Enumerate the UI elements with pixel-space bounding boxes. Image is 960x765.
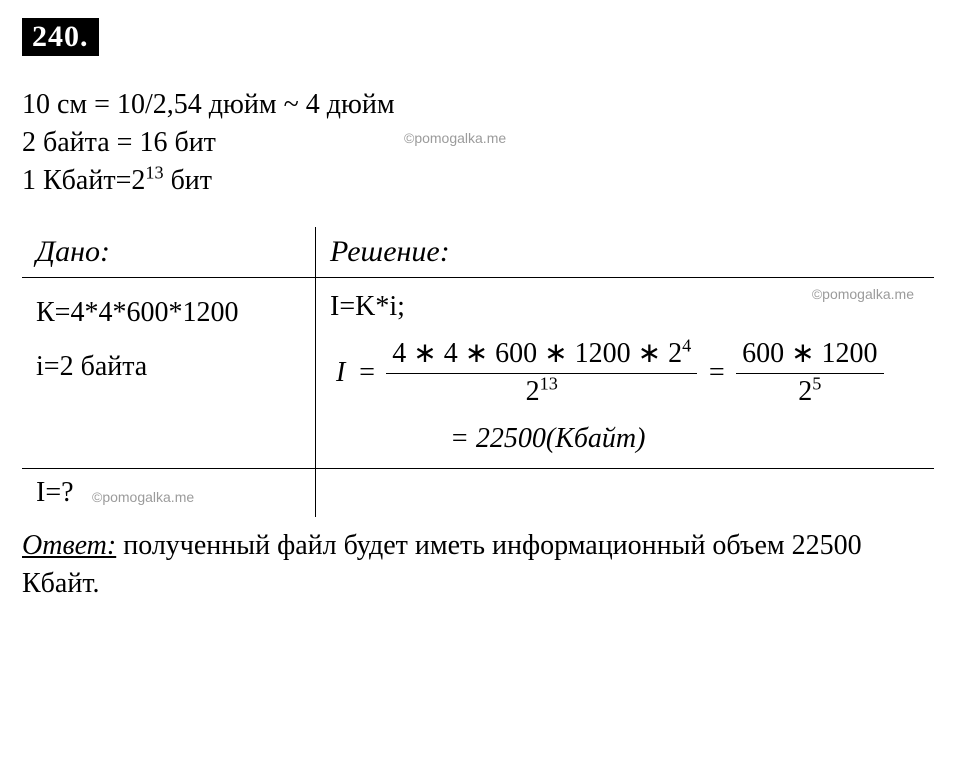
eq-equals-1: = <box>357 352 376 394</box>
solution-table: Дано: Решение: К=4*4*600*1200 i=2 байта … <box>22 227 934 516</box>
preface-line-3-sup: 13 <box>145 162 163 182</box>
table-find-row: I=? ©pomogalka.me <box>22 468 934 517</box>
given-i: i=2 байта <box>36 340 301 393</box>
fraction-1: 4 ∗ 4 ∗ 600 ∗ 1200 ∗ 24 213 <box>386 338 697 407</box>
table-body-row: К=4*4*600*1200 i=2 байта I=K*i; I = 4 ∗ … <box>22 278 934 468</box>
fraction-2-den-a: 2 <box>798 376 812 407</box>
preface-line-3-pre: 1 Кбайт=2 <box>22 165 145 196</box>
preface-block: 10 см = 10/2,54 дюйм ~ 4 дюйм 2 байта = … <box>22 86 938 199</box>
preface-line-2: 2 байта = 16 бит <box>22 124 938 162</box>
solve-block: I=K*i; I = 4 ∗ 4 ∗ 600 ∗ 1200 ∗ 24 213 <box>330 286 920 459</box>
fraction-1-num: 4 ∗ 4 ∗ 600 ∗ 1200 ∗ 24 <box>386 338 697 373</box>
fraction-2-num: 600 ∗ 1200 <box>736 338 883 373</box>
answer-text: полученный файл будет иметь информационн… <box>22 530 862 599</box>
eq-I-label: I <box>336 352 345 394</box>
given-block: К=4*4*600*1200 i=2 байта <box>36 286 301 392</box>
given-K: К=4*4*600*1200 <box>36 286 301 339</box>
eq-equals-2: = <box>707 352 726 394</box>
fraction-1-den-sup: 13 <box>540 373 558 393</box>
header-given: Дано: <box>22 227 316 278</box>
preface-line-3: 1 Кбайт=213 бит <box>22 162 938 200</box>
find-cell: I=? ©pomogalka.me <box>22 468 316 517</box>
fraction-1-num-sup: 4 <box>682 336 691 356</box>
find-I: I=? <box>36 477 74 508</box>
task-number-badge: 240. <box>22 18 99 56</box>
equation-1: I=K*i; <box>330 286 920 328</box>
answer-block: Ответ: полученный файл будет иметь инфор… <box>22 527 938 603</box>
find-solution-cell <box>316 468 935 517</box>
equation-result: = 22500(Кбайт) <box>330 418 920 460</box>
header-solution: Решение: <box>316 227 935 278</box>
fraction-2-den: 25 <box>792 374 827 408</box>
fraction-1-num-a: 4 ∗ 4 ∗ 600 ∗ 1200 ∗ 2 <box>392 338 682 369</box>
fraction-2: 600 ∗ 1200 25 <box>736 338 883 407</box>
preface-line-3-post: бит <box>164 165 212 196</box>
table-header-row: Дано: Решение: <box>22 227 934 278</box>
page: 240. 10 см = 10/2,54 дюйм ~ 4 дюйм 2 бай… <box>0 0 960 765</box>
solution-table-wrap: Дано: Решение: К=4*4*600*1200 i=2 байта … <box>22 227 934 516</box>
watermark-3: ©pomogalka.me <box>92 489 194 505</box>
equation-2: I = 4 ∗ 4 ∗ 600 ∗ 1200 ∗ 24 213 = <box>330 338 920 407</box>
fraction-1-den: 213 <box>520 374 564 408</box>
fraction-2-den-sup: 5 <box>812 373 821 393</box>
preface-line-1: 10 см = 10/2,54 дюйм ~ 4 дюйм <box>22 86 938 124</box>
solution-cell: I=K*i; I = 4 ∗ 4 ∗ 600 ∗ 1200 ∗ 24 213 <box>316 278 935 468</box>
given-cell: К=4*4*600*1200 i=2 байта <box>22 278 316 468</box>
fraction-1-den-a: 2 <box>526 376 540 407</box>
answer-label: Ответ: <box>22 530 116 561</box>
